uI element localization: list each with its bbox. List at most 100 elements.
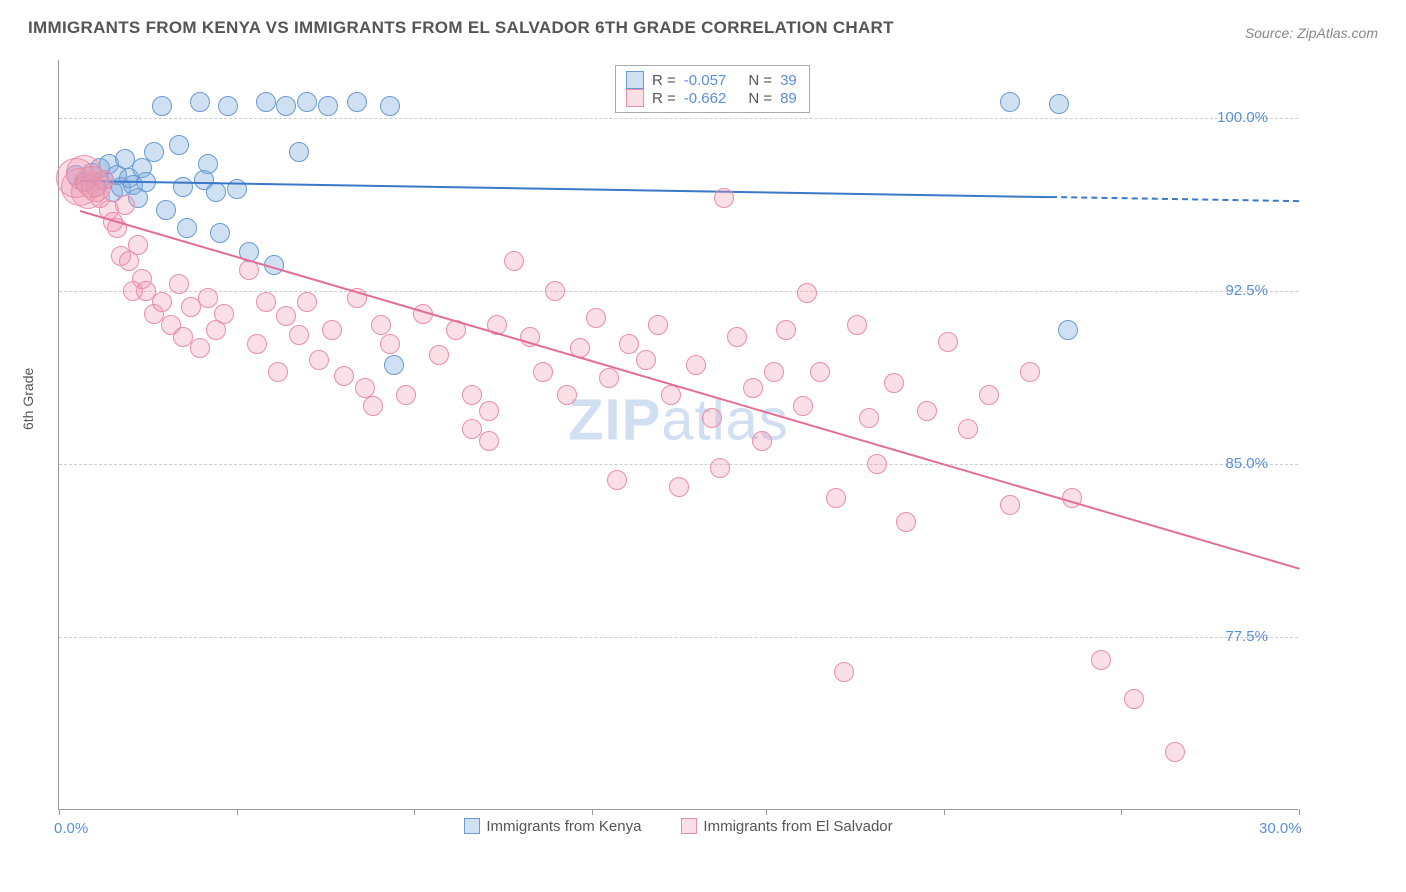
data-point	[599, 368, 619, 388]
data-point	[169, 135, 189, 155]
data-point	[1000, 92, 1020, 112]
data-point	[429, 345, 449, 365]
data-point	[462, 385, 482, 405]
data-point	[545, 281, 565, 301]
data-point	[347, 92, 367, 112]
data-point	[586, 308, 606, 328]
legend-row: R = -0.057N = 39	[626, 71, 797, 89]
data-point	[156, 200, 176, 220]
data-point	[797, 283, 817, 303]
x-tick	[1299, 809, 1300, 815]
y-axis-label: 6th Grade	[20, 368, 36, 430]
data-point	[173, 177, 193, 197]
data-point	[190, 92, 210, 112]
source-label: Source: ZipAtlas.com	[1245, 25, 1378, 41]
data-point	[938, 332, 958, 352]
data-point	[169, 274, 189, 294]
data-point	[479, 431, 499, 451]
data-point	[607, 470, 627, 490]
data-point	[847, 315, 867, 335]
trend-line-dashed	[1051, 196, 1299, 202]
data-point	[533, 362, 553, 382]
data-point	[710, 458, 730, 478]
legend-swatch	[681, 818, 697, 834]
data-point	[884, 373, 904, 393]
data-point	[648, 315, 668, 335]
data-point	[214, 304, 234, 324]
x-tick-label: 30.0%	[1259, 820, 1302, 837]
gridline	[59, 637, 1298, 638]
series-legend: Immigrants from Kenya Immigrants from El …	[59, 818, 1298, 835]
data-point	[297, 292, 317, 312]
data-point	[669, 477, 689, 497]
data-point	[1020, 362, 1040, 382]
data-point	[479, 401, 499, 421]
data-point	[1000, 495, 1020, 515]
y-tick-label: 100.0%	[1217, 109, 1268, 126]
gridline	[59, 291, 1298, 292]
legend-swatch	[626, 71, 644, 89]
data-point	[958, 419, 978, 439]
data-point	[686, 355, 706, 375]
data-point	[144, 142, 164, 162]
data-point	[380, 96, 400, 116]
data-point	[1124, 689, 1144, 709]
data-point	[619, 334, 639, 354]
data-point	[764, 362, 784, 382]
data-point	[276, 96, 296, 116]
data-point	[318, 96, 338, 116]
data-point	[896, 512, 916, 532]
data-point	[727, 327, 747, 347]
data-point	[1058, 320, 1078, 340]
data-point	[752, 431, 772, 451]
data-point	[714, 188, 734, 208]
legend-row: R = -0.662N = 89	[626, 89, 797, 107]
data-point	[371, 315, 391, 335]
data-point	[190, 338, 210, 358]
y-tick-label: 85.0%	[1225, 455, 1268, 472]
data-point	[268, 362, 288, 382]
data-point	[355, 378, 375, 398]
scatter-plot: ZIPatlas R = -0.057N = 39R = -0.662N = 8…	[58, 60, 1298, 810]
data-point	[128, 235, 148, 255]
data-point	[276, 306, 296, 326]
x-tick-label: 0.0%	[54, 820, 88, 837]
chart-title: IMMIGRANTS FROM KENYA VS IMMIGRANTS FROM…	[28, 18, 894, 38]
data-point	[177, 218, 197, 238]
gridline	[59, 118, 1298, 119]
legend-label: Immigrants from El Salvador	[703, 818, 892, 835]
data-point	[152, 292, 172, 312]
data-point	[1091, 650, 1111, 670]
correlation-legend: R = -0.057N = 39R = -0.662N = 89	[615, 65, 810, 113]
data-point	[743, 378, 763, 398]
data-point	[380, 334, 400, 354]
data-point	[289, 325, 309, 345]
data-point	[334, 366, 354, 386]
legend-label: Immigrants from Kenya	[486, 818, 641, 835]
data-point	[256, 292, 276, 312]
data-point	[309, 350, 329, 370]
x-tick	[237, 809, 238, 815]
data-point	[810, 362, 830, 382]
data-point	[210, 223, 230, 243]
x-tick	[1121, 809, 1122, 815]
data-point	[384, 355, 404, 375]
trend-line	[79, 210, 1299, 570]
x-tick	[414, 809, 415, 815]
data-point	[396, 385, 416, 405]
data-point	[94, 170, 114, 190]
x-tick	[59, 809, 60, 815]
data-point	[826, 488, 846, 508]
data-point	[218, 96, 238, 116]
x-tick	[592, 809, 593, 815]
data-point	[834, 662, 854, 682]
data-point	[198, 288, 218, 308]
gridline	[59, 464, 1298, 465]
legend-swatch	[626, 89, 644, 107]
data-point	[322, 320, 342, 340]
y-tick-label: 92.5%	[1225, 282, 1268, 299]
data-point	[702, 408, 722, 428]
data-point	[206, 182, 226, 202]
data-point	[115, 195, 135, 215]
data-point	[198, 154, 218, 174]
